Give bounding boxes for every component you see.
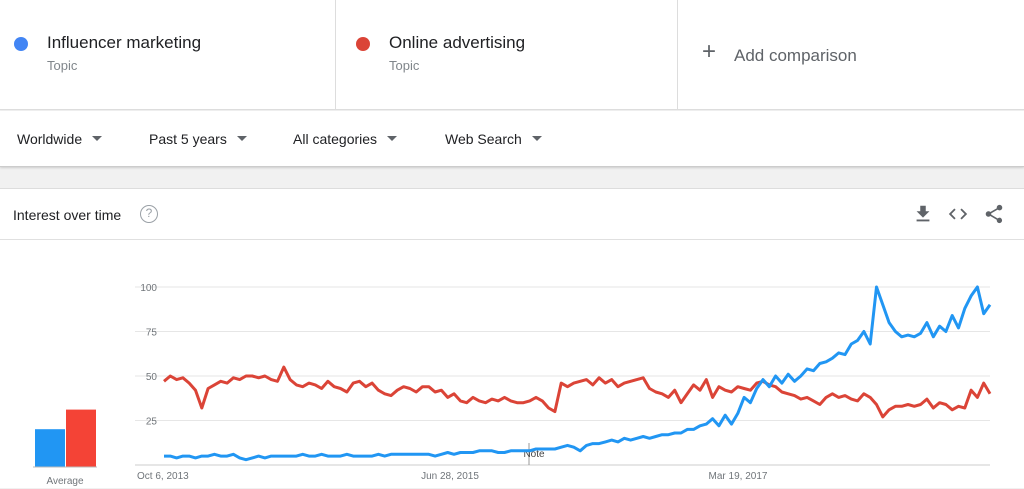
add-comparison-button[interactable]: + Add comparison — [678, 0, 1024, 110]
interest-over-time-card: Interest over time ? Average 25 50 75 100 O… — [0, 188, 1024, 488]
download-icon[interactable] — [912, 203, 934, 225]
chart-gridlines — [135, 286, 990, 421]
term-type: Topic — [47, 58, 78, 73]
search-property-dropdown[interactable]: Web Search — [445, 131, 542, 147]
category-dropdown[interactable]: All categories — [293, 131, 398, 147]
term-name: Online advertising — [389, 33, 526, 52]
y-tick-label: 75 — [146, 328, 158, 339]
x-tick-label: Jun 28, 2015 — [421, 471, 479, 482]
card-header: Interest over time ? — [0, 189, 1024, 240]
share-icon[interactable] — [983, 203, 1005, 225]
x-tick-label: Mar 19, 2017 — [709, 471, 768, 482]
average-bar-advertising — [66, 409, 96, 467]
note-label[interactable]: Note — [523, 449, 545, 460]
comparison-bar: Influencer marketing Topic Online advert… — [0, 0, 1024, 110]
region-label: Worldwide — [17, 131, 83, 147]
series-color-dot — [356, 37, 370, 51]
search-term-1[interactable]: Influencer marketing Topic — [0, 0, 336, 110]
filter-bar: Worldwide Past 5 years All categories We… — [0, 111, 1024, 167]
x-tick-label: Oct 6, 2013 — [137, 471, 189, 482]
term-name: Influencer marketing — [47, 33, 202, 52]
average-bars: Average — [33, 409, 97, 487]
time-range-label: Past 5 years — [149, 131, 227, 147]
series-line-advertising — [163, 365, 992, 419]
average-label: Average — [46, 476, 84, 487]
card-title: Interest over time — [13, 207, 122, 223]
search-property-label: Web Search — [445, 131, 522, 147]
y-tick-label: 100 — [140, 283, 157, 294]
interest-chart: Average 25 50 75 100 Oct 6, 2013 Jun 28, 20… — [33, 283, 992, 487]
time-range-dropdown[interactable]: Past 5 years — [149, 131, 247, 147]
y-tick-label: 50 — [146, 372, 158, 383]
embed-icon[interactable] — [947, 203, 969, 225]
average-bar-influencer — [35, 429, 65, 467]
chevron-down-icon — [531, 135, 542, 141]
y-axis-ticks: 25 50 75 100 — [140, 283, 157, 428]
chevron-down-icon — [387, 135, 398, 141]
term-type: Topic — [389, 58, 420, 73]
series-line-influencer — [164, 285, 992, 462]
region-dropdown[interactable]: Worldwide — [17, 131, 103, 147]
plus-icon: + — [702, 38, 717, 65]
category-label: All categories — [293, 131, 378, 147]
chevron-down-icon — [92, 135, 103, 141]
chevron-down-icon — [236, 135, 247, 141]
search-term-2[interactable]: Online advertising Topic — [336, 0, 678, 110]
help-icon[interactable]: ? — [140, 205, 158, 223]
series-color-dot — [14, 37, 28, 51]
y-tick-label: 25 — [146, 417, 158, 428]
add-comparison-label: Add comparison — [734, 46, 857, 65]
